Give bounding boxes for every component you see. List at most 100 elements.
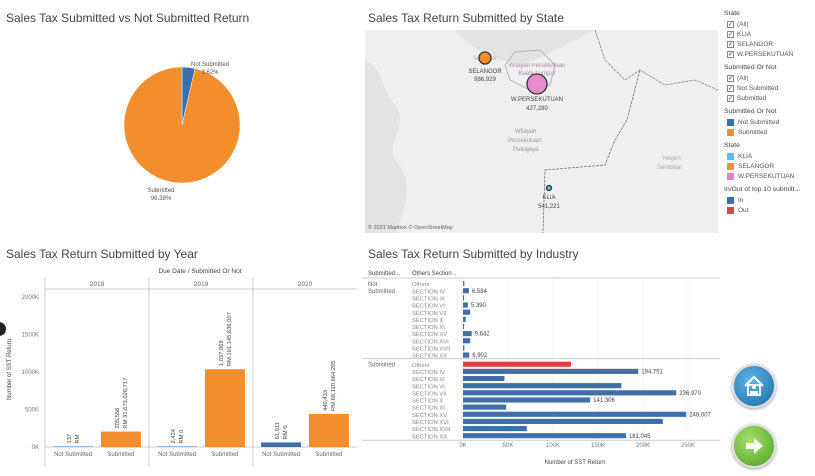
- color-swatch: [727, 172, 734, 180]
- section-label: SECTION X: [412, 318, 443, 324]
- filter-label: KLIA: [737, 30, 752, 38]
- map-label-negeri: Negeri: [663, 156, 681, 162]
- section-label: Others: [412, 363, 429, 369]
- legend-label: SELANGOR: [738, 162, 775, 170]
- checkbox-checked-icon[interactable]: ✓: [727, 50, 734, 58]
- legend-label: Out: [738, 206, 749, 214]
- map-point-selangor[interactable]: [478, 51, 492, 65]
- filter-label: Not Submitted: [737, 84, 779, 92]
- filter-checkbox-item[interactable]: ✓ (All): [727, 20, 814, 28]
- bar: [463, 361, 571, 367]
- legend-item[interactable]: Not Submitted: [727, 118, 814, 126]
- legend-item[interactable]: KLIA: [727, 152, 814, 160]
- bar-count-label: 440,433: [323, 390, 329, 411]
- x-tick-label: 150K: [591, 443, 605, 449]
- filter-label: W.PERSEKUTUAN: [737, 50, 794, 58]
- legend-heading: Submitted Or Not: [724, 108, 777, 115]
- section-label: SECTION XX: [412, 434, 447, 440]
- pie-label: Not Submitted: [191, 62, 229, 68]
- y-tick-label: 2000K: [22, 295, 39, 301]
- legend-item[interactable]: SELANGOR: [727, 162, 814, 170]
- legend-heading: Submitted Or Not: [724, 64, 777, 71]
- legend-label: W.PERSEKUTUAN: [738, 172, 795, 180]
- legend-item[interactable]: W.PERSEKUTUAN: [727, 172, 814, 180]
- map-label-putrajaya: Putrajaya: [513, 147, 539, 153]
- map-label-value: 986,929: [474, 77, 496, 83]
- section-label: SECTION XVI: [412, 339, 449, 345]
- section-label: SECTION XVII: [412, 427, 451, 433]
- bar-value-label: 6,584: [472, 289, 488, 295]
- bar: [463, 352, 470, 358]
- filter-checkbox-item[interactable]: ✓ SELANGOR: [727, 40, 814, 48]
- bar-value-label: 141,306: [593, 398, 615, 404]
- bar: [204, 369, 245, 447]
- pie-label: Submitted: [147, 188, 174, 194]
- bar: [463, 338, 471, 344]
- legend-heading: State: [724, 142, 740, 149]
- pie-title: Sales Tax Submitted vs Not Submitted Ret…: [6, 11, 250, 25]
- bar-rm-label: RM 0: [283, 426, 289, 440]
- filter-checkbox-item[interactable]: ✓ Not Submitted: [727, 84, 814, 92]
- y-tick-label: 500K: [25, 408, 39, 414]
- section-label: SECTION X: [412, 399, 443, 405]
- chart-header: Due Date / Submitted Or Not: [158, 268, 241, 275]
- pie-value: 3.62%: [201, 70, 219, 76]
- map-label-wilayah: Wilayah: [515, 129, 536, 135]
- checkbox-checked-icon[interactable]: ✓: [727, 20, 734, 28]
- section-label: SECTION VII: [412, 311, 447, 317]
- column-header: Submitted ..: [368, 271, 400, 277]
- home-icon: [744, 375, 764, 396]
- x-tick-label: 250K: [681, 443, 695, 449]
- category-label: Not Submitted: [262, 452, 300, 458]
- filter-checkbox-item[interactable]: ✓ KLIA: [727, 30, 814, 38]
- x-tick-label: 100K: [546, 443, 560, 449]
- checkbox-checked-icon[interactable]: ✓: [727, 40, 734, 48]
- next-button[interactable]: [732, 424, 776, 468]
- bar: [463, 345, 465, 351]
- year-chart-title: Sales Tax Return Submitted by Year: [6, 247, 198, 261]
- section-label: SECTION XVII: [412, 347, 451, 353]
- checkbox-checked-icon[interactable]: ✓: [727, 94, 734, 102]
- home-button[interactable]: [732, 364, 776, 408]
- map-point-wpersekutuan[interactable]: [526, 73, 548, 95]
- color-swatch: [727, 162, 734, 170]
- checkbox-checked-icon[interactable]: ✓: [727, 84, 734, 92]
- filter-checkbox-item[interactable]: ✓ Submitted: [727, 94, 814, 102]
- filter-checkbox-item[interactable]: ✓ W.PERSEKUTUAN: [727, 50, 814, 58]
- bar-rm-label: RM 0: [179, 430, 185, 444]
- bar: [463, 404, 507, 410]
- bar-value-label: 9,642: [475, 332, 491, 338]
- legend-item[interactable]: Out: [727, 206, 814, 214]
- bar: [463, 426, 527, 432]
- section-label: SECTION IV: [412, 289, 445, 295]
- bar-count-label: 2,424: [171, 428, 177, 443]
- section-label: SECTION XVI: [412, 420, 449, 426]
- overlay-dot: [0, 322, 6, 336]
- legend-item[interactable]: Submitted: [727, 128, 814, 136]
- group-label: Submitted: [368, 363, 395, 369]
- bar: [463, 309, 471, 315]
- color-swatch: [727, 196, 734, 204]
- color-swatch: [727, 152, 734, 160]
- checkbox-checked-icon[interactable]: ✓: [727, 30, 734, 38]
- map-label-state: SELANGOR: [468, 69, 502, 75]
- bar-rm-label: RM 68,110,664,205: [331, 360, 337, 411]
- legend-item[interactable]: In: [727, 196, 814, 204]
- state-map[interactable]: Selangor Wilayah Persekutuan Kuala Lumpu…: [365, 30, 718, 233]
- arrow-right-icon: [746, 438, 763, 454]
- checkbox-checked-icon[interactable]: ✓: [727, 74, 734, 82]
- category-label: Submitted: [211, 452, 238, 458]
- bar: [463, 375, 505, 382]
- filter-label: (All): [737, 74, 749, 82]
- bar: [463, 295, 464, 301]
- y-tick-label: 1500K: [22, 333, 39, 339]
- bar: [463, 390, 677, 396]
- map-attribution: © 2021 Mapbox © OpenStreetMap: [368, 224, 453, 231]
- filter-checkbox-item[interactable]: ✓ (All): [727, 74, 814, 82]
- bar-value-label: 248,007: [689, 412, 711, 418]
- map-point-klia[interactable]: [545, 184, 553, 192]
- bar: [463, 383, 622, 389]
- bar-count-label: 205,556: [115, 408, 121, 429]
- bar: [308, 413, 349, 447]
- x-tick-label: 0K: [459, 443, 466, 449]
